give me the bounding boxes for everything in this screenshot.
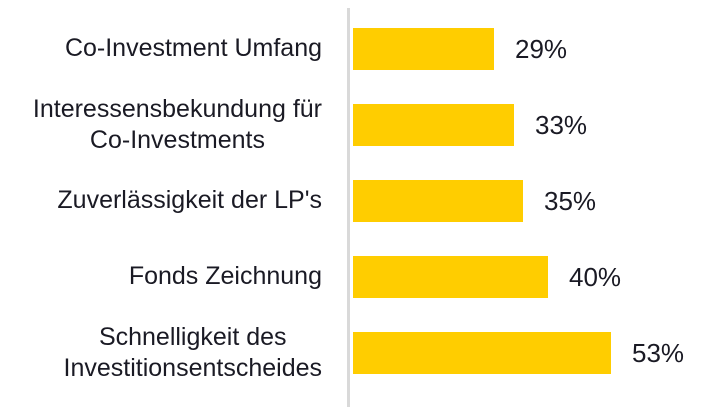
bar-area: 29% bbox=[353, 28, 704, 70]
category-label-text: Interessensbekundung für Co-Investments bbox=[32, 94, 322, 154]
bar-area: 53% bbox=[353, 332, 704, 374]
value-label: 40% bbox=[569, 261, 622, 292]
chart-row: Zuverlässigkeit der LP's 35% bbox=[0, 163, 704, 239]
chart-row: Interessensbekundung für Co-Investments … bbox=[0, 87, 704, 163]
value-label: 33% bbox=[535, 109, 588, 140]
chart-row: Schnelligkeit des Investitionsentscheide… bbox=[0, 315, 704, 391]
value-label: 53% bbox=[632, 337, 685, 368]
chart-row: Co-Investment Umfang 29% bbox=[0, 11, 704, 87]
bar bbox=[353, 256, 548, 298]
chart-row: Fonds Zeichnung 40% bbox=[0, 239, 704, 315]
value-label: 35% bbox=[544, 185, 597, 216]
y-axis-line bbox=[347, 8, 350, 407]
category-label-text: Schnelligkeit des Investitionsentscheide… bbox=[63, 322, 322, 382]
category-label-text: Co-Investment Umfang bbox=[64, 34, 322, 63]
bar bbox=[353, 104, 514, 146]
bar bbox=[353, 332, 611, 374]
value-label: 29% bbox=[515, 33, 568, 64]
category-label: Fonds Zeichnung bbox=[0, 261, 336, 292]
bar bbox=[353, 28, 494, 70]
bar-area: 40% bbox=[353, 256, 704, 298]
category-label: Interessensbekundung für Co-Investments bbox=[0, 94, 336, 157]
category-label-text: Zuverlässigkeit der LP's bbox=[57, 186, 322, 215]
category-label-text: Fonds Zeichnung bbox=[128, 262, 322, 291]
category-label: Schnelligkeit des Investitionsentscheide… bbox=[0, 322, 336, 385]
bar-area: 35% bbox=[353, 180, 704, 222]
category-label: Co-Investment Umfang bbox=[0, 33, 336, 64]
category-label: Zuverlässigkeit der LP's bbox=[0, 185, 336, 216]
bar-area: 33% bbox=[353, 104, 704, 146]
bar bbox=[353, 180, 523, 222]
